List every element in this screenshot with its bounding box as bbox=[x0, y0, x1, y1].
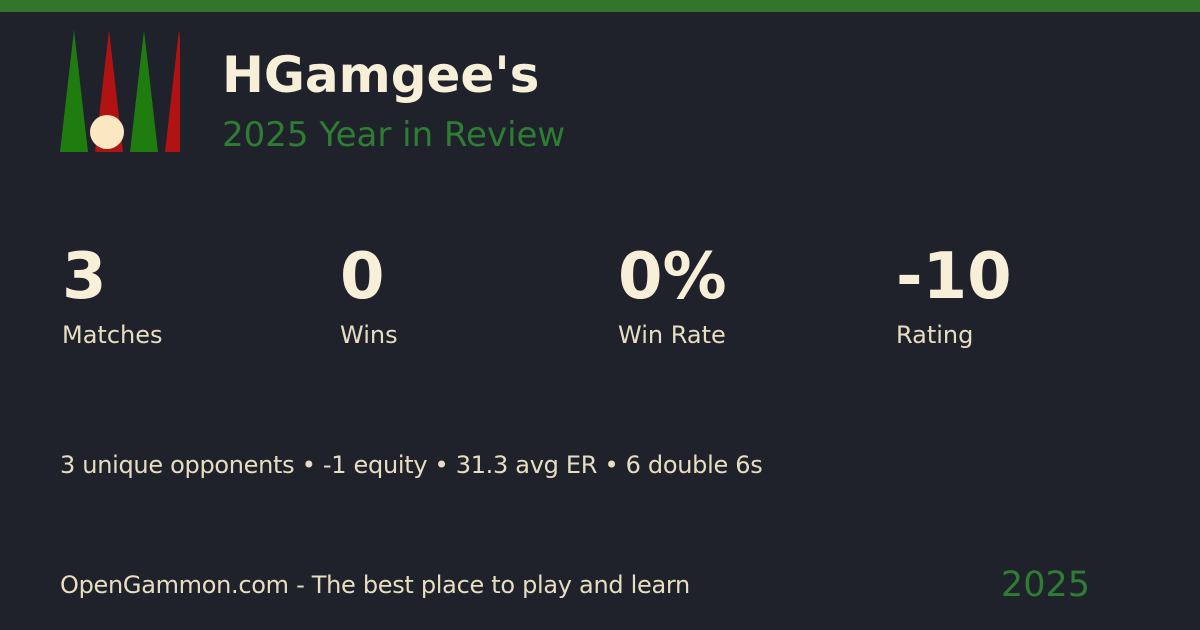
stat-value: 0% bbox=[618, 240, 727, 314]
season-summary-line: 3 unique opponents • -1 equity • 31.3 av… bbox=[60, 451, 763, 479]
stat-value: 0 bbox=[340, 240, 385, 314]
stat-win-rate: 0% Win Rate bbox=[618, 245, 896, 347]
checker-icon bbox=[90, 115, 124, 149]
stat-label: Matches bbox=[62, 321, 163, 349]
board-point-icon bbox=[60, 30, 88, 152]
site-tagline: OpenGammon.com - The best place to play … bbox=[60, 571, 690, 599]
page-title: HGamgee's bbox=[222, 46, 540, 104]
board-point-icon bbox=[165, 30, 180, 152]
top-accent-bar bbox=[0, 0, 1200, 12]
stat-label: Rating bbox=[896, 321, 974, 349]
backgammon-board-logo bbox=[60, 30, 180, 152]
board-point-icon bbox=[130, 30, 158, 152]
stat-value: -10 bbox=[896, 240, 1012, 314]
page-subtitle: 2025 Year in Review bbox=[222, 115, 566, 155]
stat-label: Wins bbox=[340, 321, 398, 349]
footer-year: 2025 bbox=[1000, 565, 1090, 605]
stat-label: Win Rate bbox=[618, 321, 726, 349]
stat-wins: 0 Wins bbox=[340, 245, 618, 347]
stats-row: 3 Matches 0 Wins 0% Win Rate -10 Rating bbox=[62, 245, 1174, 347]
stat-matches: 3 Matches bbox=[62, 245, 340, 347]
stat-value: 3 bbox=[62, 240, 107, 314]
stat-rating: -10 Rating bbox=[896, 245, 1174, 347]
